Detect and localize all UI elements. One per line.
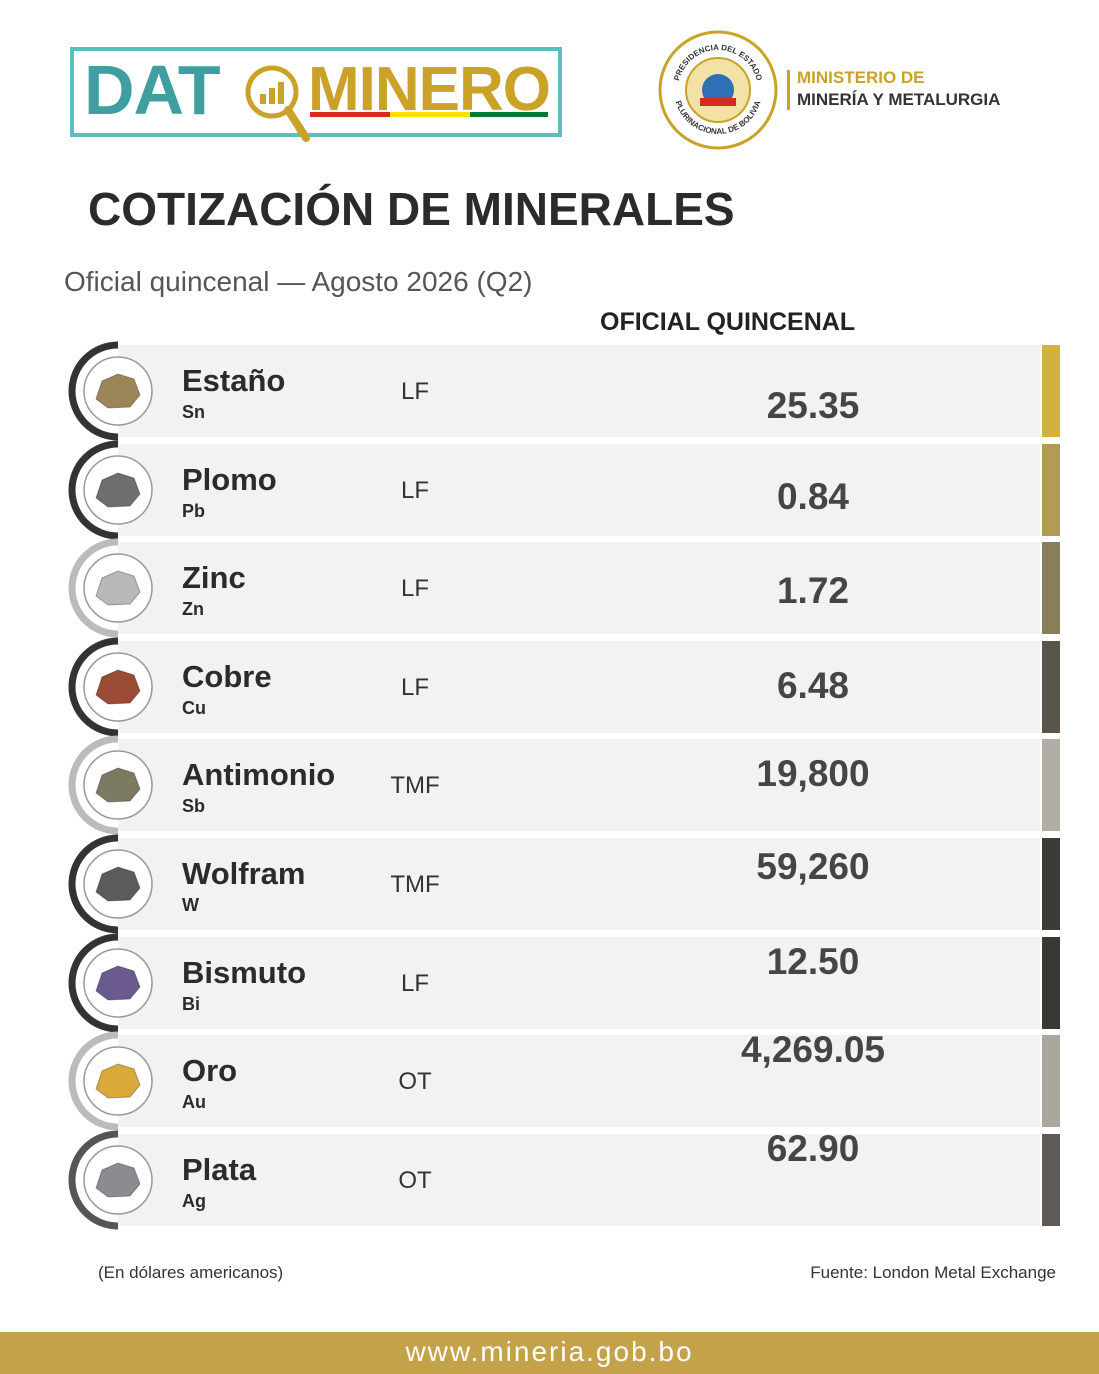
divider [787, 70, 790, 110]
unit: LF [400, 969, 429, 997]
title: COTIZACIÓN DE MINERALES [88, 183, 735, 235]
price: 25.35 [766, 385, 860, 426]
mineral-icon [68, 1130, 153, 1230]
logo-flag-line [310, 112, 548, 117]
table-row: Bismuto Bi LF 12.50 [118, 936, 1040, 1029]
mineral-name: Plomo [182, 461, 277, 497]
unit: LF [400, 673, 429, 701]
source: Fuente: London Metal Exchange [810, 1263, 1056, 1282]
footer-band [0, 1332, 1099, 1374]
mineral-icon [68, 440, 153, 540]
mineral-name: Estaño [182, 363, 286, 398]
logo-text: DAT [84, 51, 221, 129]
price: 1.72 [776, 570, 849, 612]
table-row: Oro Au OT 4,269.05 [118, 1029, 1040, 1128]
unit: OT [398, 1166, 432, 1194]
row-accent [1042, 739, 1060, 832]
table-row: Plata Ag OT 62.90 [118, 1128, 1040, 1226]
mineral-icon [68, 834, 153, 934]
mineral-icon [68, 933, 153, 1033]
mineral-symbol: Cu [182, 697, 206, 718]
unit: OT [398, 1068, 432, 1096]
row-accent [1042, 640, 1060, 733]
price: 59,260 [756, 846, 870, 887]
row-accent [1042, 1035, 1060, 1128]
url: www.mineria.gob.bo [405, 1336, 694, 1367]
table-row: Antimonio Sb TMF 19,800 [118, 739, 1040, 832]
mineral-name: Oro [182, 1053, 238, 1089]
row-accent [1042, 838, 1060, 930]
seal: PRESIDENCIA DEL ESTADO PLURINACIONAL DE … [658, 30, 778, 150]
mineral-icon [68, 538, 153, 638]
mineral-symbol: Zn [182, 599, 204, 620]
table-row: Zinc Zn LF 1.72 [118, 542, 1040, 635]
mineral-symbol: Sb [182, 796, 206, 817]
price: 62.90 [766, 1127, 860, 1169]
footnote: (En dólares americanos) [98, 1263, 284, 1282]
mineral-name: Plata [182, 1151, 257, 1187]
price: 19,800 [756, 753, 870, 795]
ministry-name: MINERÍA Y METALURGIA [797, 90, 1001, 109]
mineral-icon [68, 1031, 153, 1131]
mineral-symbol: W [182, 895, 199, 915]
mineral-symbol: Au [182, 1092, 206, 1113]
price: 12.50 [766, 940, 860, 982]
mineral-icon [68, 341, 153, 441]
mineral-name: Bismuto [182, 954, 306, 990]
mineral-icon [68, 637, 153, 737]
price: 0.84 [776, 475, 849, 517]
mineral-name: Zinc [182, 560, 246, 596]
table-row: Cobre Cu LF 6.48 [118, 640, 1040, 733]
mineral-symbol: Ag [182, 1190, 206, 1211]
row-accent [1042, 542, 1060, 635]
mineral-symbol: Bi [182, 993, 200, 1014]
mineral-symbol: Pb [182, 500, 206, 521]
table-row: Estaño Sn LF 25.35 [118, 345, 1040, 437]
unit: LF [400, 575, 429, 603]
row-accent [1042, 443, 1060, 536]
table-row: Wolfram W TMF 59,260 [118, 838, 1040, 930]
unit: TMF [390, 871, 440, 898]
mineral-name: Cobre [182, 658, 272, 694]
logo-frame [70, 47, 562, 137]
unit: TMF [390, 772, 440, 800]
column-header: OFICIAL QUINCENAL [600, 308, 856, 336]
unit: LF [400, 378, 429, 405]
row-accent [1042, 936, 1060, 1029]
price: 4,269.05 [740, 1029, 886, 1071]
ministry-name: MINISTERIO DE [797, 68, 925, 87]
subtitle: Oficial quincenal — Agosto 2026 (Q2) [64, 266, 533, 297]
unit: LF [400, 476, 429, 504]
row-accent [1042, 1133, 1060, 1226]
mineral-symbol: Sn [182, 402, 206, 422]
mineral-icon [68, 735, 153, 835]
price: 6.48 [776, 664, 849, 706]
mineral-name: Antimonio [182, 757, 336, 793]
row-accent [1042, 345, 1060, 437]
table-row: Plomo Pb LF 0.84 [118, 443, 1040, 536]
logo-magnifier [245, 65, 310, 142]
mineral-name: Wolfram [182, 856, 306, 891]
